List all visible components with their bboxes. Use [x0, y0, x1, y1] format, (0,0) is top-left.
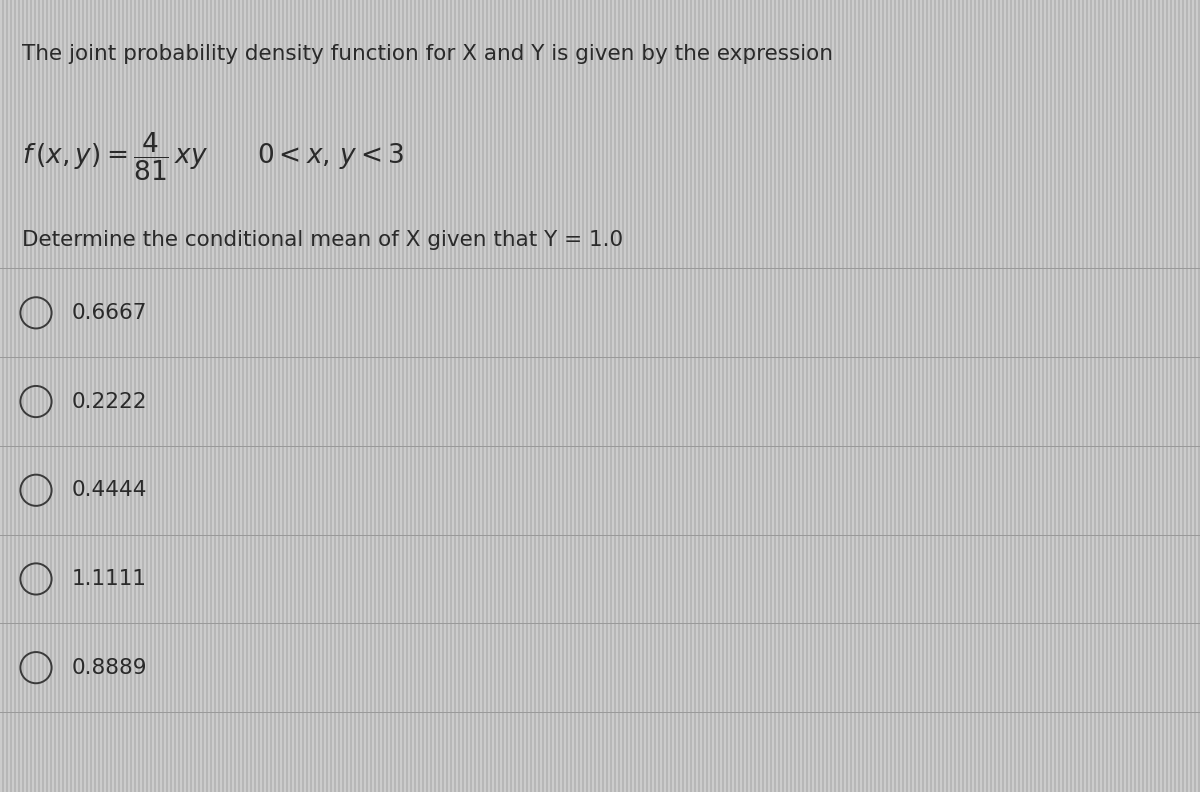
Text: Determine the conditional mean of X given that Y = 1.0: Determine the conditional mean of X give…	[22, 230, 623, 249]
Text: 1.1111: 1.1111	[72, 569, 148, 589]
Text: $f\,(x, y) = \dfrac{4}{81}\,xy \qquad 0 < x,\, y < 3$: $f\,(x, y) = \dfrac{4}{81}\,xy \qquad 0 …	[22, 131, 403, 183]
Text: 0.8889: 0.8889	[72, 657, 148, 678]
Text: 0.2222: 0.2222	[72, 391, 148, 412]
Text: 0.4444: 0.4444	[72, 480, 148, 501]
Text: The joint probability density function for X and Y is given by the expression: The joint probability density function f…	[22, 44, 833, 63]
Text: 0.6667: 0.6667	[72, 303, 148, 323]
